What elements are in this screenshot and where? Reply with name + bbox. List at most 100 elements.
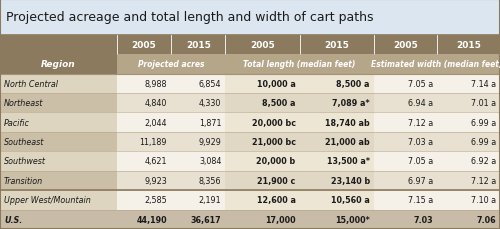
Text: U.S.: U.S. [4,215,22,224]
Bar [171,171,226,190]
Bar [374,113,437,132]
Bar [117,152,171,171]
Text: 2005: 2005 [132,41,156,50]
Bar [0,94,117,113]
Bar [300,190,374,210]
Text: 8,500 a: 8,500 a [262,99,296,108]
Bar [374,94,437,113]
Text: Northeast: Northeast [4,99,43,108]
Bar [0,210,117,229]
Bar [0,113,117,132]
Text: 11,189: 11,189 [140,137,167,146]
Text: 7.12 a: 7.12 a [408,118,433,127]
Text: 6.99 a: 6.99 a [471,137,496,146]
Text: 15,000*: 15,000* [335,215,370,224]
Text: 20,000 b: 20,000 b [256,157,296,166]
Text: 23,140 b: 23,140 b [330,176,370,185]
Text: Total length (median feet): Total length (median feet) [244,60,356,69]
Bar [117,190,171,210]
Text: 8,356: 8,356 [199,176,222,185]
Text: 10,000 a: 10,000 a [257,79,296,88]
Bar [171,35,226,55]
Text: 6.99 a: 6.99 a [471,118,496,127]
Bar [226,132,300,152]
Text: 7.05 a: 7.05 a [408,79,433,88]
Text: 9,923: 9,923 [144,176,167,185]
Text: 17,000: 17,000 [265,215,296,224]
Bar [226,55,374,74]
Bar [300,210,374,229]
Text: 44,190: 44,190 [136,215,167,224]
Text: 36,617: 36,617 [191,215,222,224]
Bar [117,35,171,55]
Text: Upper West/Mountain: Upper West/Mountain [4,196,91,204]
Text: Projected acreage and total length and width of cart paths: Projected acreage and total length and w… [6,11,374,24]
Text: 7,089 a*: 7,089 a* [332,99,370,108]
Bar [171,132,226,152]
Bar [0,74,117,94]
Bar [117,210,171,229]
Bar [171,94,226,113]
Bar [171,74,226,94]
Text: 7.05 a: 7.05 a [408,157,433,166]
Bar [226,94,300,113]
Bar [117,94,171,113]
Bar [0,35,117,55]
Bar [374,171,437,190]
Text: 7.12 a: 7.12 a [471,176,496,185]
Bar [300,94,374,113]
Bar [0,132,117,152]
Bar [117,74,171,94]
Text: 8,500 a: 8,500 a [336,79,370,88]
Bar [437,35,500,55]
Text: 6,854: 6,854 [199,79,222,88]
Bar [374,152,437,171]
Bar [300,152,374,171]
Bar [226,152,300,171]
Text: 21,000 bc: 21,000 bc [252,137,296,146]
Bar [0,190,117,210]
Text: 3,084: 3,084 [199,157,222,166]
Text: 2015: 2015 [324,41,349,50]
Text: 21,000 ab: 21,000 ab [325,137,370,146]
Bar [226,35,300,55]
Bar [117,132,171,152]
Bar [437,152,500,171]
Bar [374,74,437,94]
Bar [117,55,226,74]
Text: 18,740 ab: 18,740 ab [325,118,370,127]
Bar [300,171,374,190]
Bar [226,113,300,132]
Text: 7.06: 7.06 [476,215,496,224]
Text: 21,900 c: 21,900 c [258,176,296,185]
Bar [171,190,226,210]
Text: Pacific: Pacific [4,118,30,127]
Text: 9,929: 9,929 [198,137,222,146]
Bar [171,152,226,171]
Bar [437,94,500,113]
Text: Projected acres: Projected acres [138,60,204,69]
Bar [226,190,300,210]
Bar [0,152,117,171]
Bar [437,132,500,152]
Bar [226,171,300,190]
Bar [374,132,437,152]
Text: 20,000 bc: 20,000 bc [252,118,296,127]
Text: 8,988: 8,988 [144,79,167,88]
Text: 13,500 a*: 13,500 a* [327,157,370,166]
Bar [437,210,500,229]
Text: 7.14 a: 7.14 a [471,79,496,88]
Bar [226,74,300,94]
Text: 2005: 2005 [250,41,275,50]
Text: 1,871: 1,871 [199,118,222,127]
Text: 10,560 a: 10,560 a [331,196,370,204]
Text: 7.15 a: 7.15 a [408,196,433,204]
Bar [437,113,500,132]
Text: 6.92 a: 6.92 a [471,157,496,166]
Text: 2,585: 2,585 [144,196,167,204]
Text: 6.97 a: 6.97 a [408,176,433,185]
Bar [374,190,437,210]
Text: Region: Region [41,60,76,69]
Bar [437,171,500,190]
Text: 2,044: 2,044 [144,118,167,127]
